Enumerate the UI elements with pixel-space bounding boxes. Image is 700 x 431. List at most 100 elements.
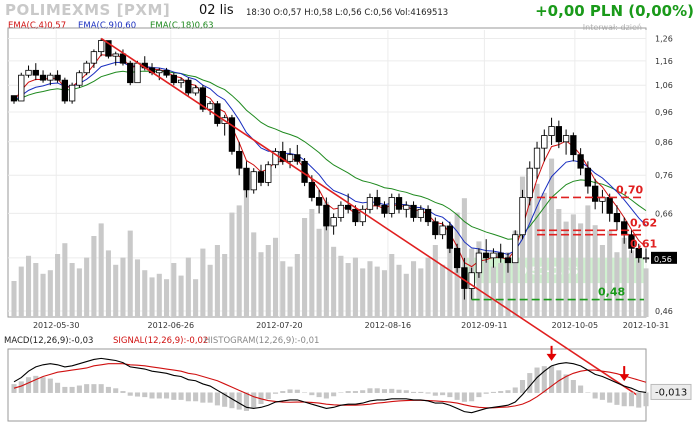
- histogram-bar: [280, 391, 286, 393]
- volume-bar: [214, 245, 220, 317]
- candle-body: [170, 74, 177, 84]
- volume-bar: [40, 273, 46, 317]
- histogram-bar: [389, 388, 395, 393]
- candle-body: [272, 150, 279, 166]
- candle-body: [228, 117, 236, 152]
- histogram-bar: [229, 392, 235, 409]
- ema18-legend: EMA(C,18)0,63: [150, 21, 214, 31]
- y-tick-label: 0,96: [655, 108, 673, 117]
- candle: [584, 161, 592, 194]
- histogram-bar: [185, 392, 191, 402]
- candle-body: [548, 126, 555, 136]
- trendline: [100, 37, 639, 397]
- volume-bar: [636, 259, 642, 317]
- x-tick-label: 2012-10-05: [552, 321, 599, 330]
- candle-body: [257, 171, 265, 183]
- histogram-bar: [272, 392, 279, 394]
- volume-bar: [490, 266, 496, 317]
- candle-body: [352, 208, 359, 223]
- candle: [39, 70, 47, 83]
- y-tick-label: 0,66: [655, 209, 673, 218]
- volume-bar: [432, 245, 438, 317]
- candle: [526, 161, 533, 206]
- histogram-bar: [164, 392, 170, 399]
- volume-bar: [396, 264, 402, 317]
- candle-body: [628, 234, 635, 249]
- candle-body: [294, 154, 301, 162]
- histogram-bar: [287, 389, 293, 393]
- volume-bar: [425, 257, 431, 317]
- volume-bar: [643, 268, 649, 317]
- histogram-bar: [403, 390, 409, 393]
- volume-bar: [309, 209, 315, 317]
- y-tick-label: 0,46: [655, 307, 673, 316]
- ticker-title: POLIMEXMS [PXM]: [5, 1, 171, 19]
- candle: [163, 67, 170, 78]
- histogram-legend: HISTOGRAM(12,26,9):-0,01: [204, 336, 320, 346]
- candle-body: [286, 154, 294, 162]
- volume-bar: [11, 281, 17, 317]
- histogram-bar: [607, 392, 613, 403]
- volume-bar: [403, 273, 409, 317]
- volume-bar: [178, 275, 184, 317]
- candle: [577, 148, 584, 176]
- histogram-bar: [556, 370, 562, 393]
- histogram-bar: [120, 391, 126, 393]
- candle: [279, 141, 286, 165]
- volume-bar: [127, 230, 133, 317]
- histogram-bar: [425, 392, 431, 394]
- histogram-bar: [91, 384, 97, 393]
- candle: [177, 77, 185, 88]
- volume-bar: [47, 270, 53, 317]
- histogram-bar: [142, 392, 148, 398]
- candle-body: [47, 74, 54, 81]
- candle: [228, 114, 236, 155]
- volume-bar: [592, 225, 598, 317]
- candle: [432, 217, 439, 240]
- volume-bar: [294, 254, 300, 317]
- volume-bar: [185, 257, 191, 317]
- histogram-bar: [367, 388, 373, 393]
- candle: [337, 201, 345, 222]
- candle-body: [570, 135, 577, 156]
- candle-body: [185, 79, 192, 94]
- histogram-bar: [621, 392, 627, 407]
- histogram-bar: [498, 391, 504, 393]
- candle-body: [177, 79, 185, 84]
- candle-body: [345, 204, 352, 210]
- candle: [533, 141, 541, 179]
- candle-body: [417, 208, 424, 218]
- volume-bar: [389, 254, 395, 317]
- candle-body: [76, 72, 83, 86]
- histogram-bar: [200, 392, 206, 403]
- candle: [512, 230, 519, 264]
- volume-bar: [258, 252, 264, 317]
- volume-bar: [519, 176, 526, 317]
- histogram-bar: [396, 389, 402, 393]
- candle-body: [483, 252, 490, 259]
- volume-bar: [91, 236, 97, 317]
- volume-bar: [367, 261, 373, 317]
- volume-bar: [607, 230, 613, 317]
- candle-body: [236, 150, 243, 169]
- signal-line: [13, 363, 647, 409]
- volume-bar: [55, 254, 61, 317]
- candle-body: [250, 171, 257, 191]
- candle-body: [475, 252, 483, 274]
- candle-body: [323, 204, 330, 227]
- volume-bar: [105, 250, 111, 317]
- candle-body: [504, 257, 512, 264]
- histogram-bar: [418, 391, 424, 393]
- volume-bar: [69, 263, 75, 317]
- candle-body: [163, 69, 170, 76]
- candle: [294, 144, 301, 165]
- histogram-bar: [236, 392, 242, 410]
- candle: [562, 129, 570, 155]
- candle: [330, 213, 337, 235]
- histogram-bar: [207, 392, 213, 403]
- histogram-bar: [323, 392, 329, 399]
- candle-body: [98, 40, 105, 53]
- volume-bar: [156, 273, 162, 317]
- price-change: +0,00 PLN (0,00%): [535, 2, 694, 20]
- candle-body: [83, 62, 90, 74]
